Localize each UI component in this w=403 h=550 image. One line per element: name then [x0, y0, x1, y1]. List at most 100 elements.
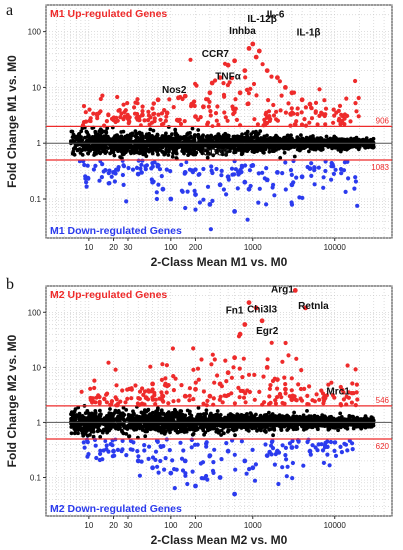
gene-point: [186, 416, 191, 421]
gene-point: [324, 134, 329, 139]
gene-point: [90, 139, 95, 144]
gene-point: [318, 147, 323, 152]
gene-annotation: CCR7: [202, 49, 230, 60]
gene-point: [114, 115, 119, 120]
gene-point: [187, 138, 192, 143]
gene-point: [129, 151, 133, 156]
gene-point: [118, 115, 123, 120]
gene-point: [124, 148, 129, 153]
gene-point: [271, 102, 276, 108]
gene-point: [103, 168, 108, 173]
gene-point: [199, 425, 204, 430]
gene-point: [142, 118, 147, 123]
gene-point: [233, 433, 237, 438]
gene-point: [144, 154, 149, 159]
data-point: [246, 46, 252, 51]
gene-point: [200, 138, 205, 142]
gene-point: [292, 425, 297, 430]
gene-point: [331, 171, 336, 176]
gene-point: [102, 134, 107, 139]
gene-point: [148, 127, 153, 132]
gene-point: [200, 134, 205, 139]
data-point: [264, 68, 270, 73]
x-tick-label: 200: [189, 243, 203, 252]
gene-point: [186, 146, 190, 151]
gene-point: [222, 147, 227, 152]
gene-point: [155, 136, 160, 140]
gene-point: [247, 419, 252, 424]
gene-point: [336, 147, 341, 152]
gene-point: [182, 151, 186, 156]
gene-point: [140, 150, 144, 155]
gene-point: [275, 135, 280, 140]
gene-point: [188, 150, 193, 155]
gene-point: [179, 162, 184, 167]
gene-point: [283, 110, 288, 115]
gene-point: [256, 171, 261, 176]
gene-point: [246, 91, 251, 96]
gene-point: [339, 112, 344, 117]
gene-point: [262, 150, 266, 155]
gene-point: [84, 416, 89, 420]
data-point: [125, 115, 131, 121]
gene-point: [109, 116, 115, 121]
gene-point: [120, 414, 124, 419]
gene-point: [248, 86, 253, 91]
gene-point: [88, 433, 92, 437]
gene-point: [309, 425, 314, 430]
down-title: M1 Down-regulated Genes: [50, 225, 182, 237]
gene-point: [348, 119, 353, 124]
gene-point: [219, 149, 224, 154]
gene-point: [232, 146, 237, 151]
gene-point: [185, 189, 190, 194]
gene-point: [221, 187, 226, 192]
gene-point: [133, 143, 138, 148]
gene-point: [123, 108, 128, 113]
gene-point: [322, 98, 327, 103]
gene-point: [287, 417, 292, 422]
gene-point: [228, 139, 233, 144]
gene-point: [299, 122, 305, 127]
gene-point: [210, 198, 215, 203]
gene-point: [103, 439, 108, 443]
gene-point: [353, 78, 358, 84]
data-point: [182, 170, 188, 175]
gene-point: [275, 118, 280, 123]
gene-point: [245, 134, 250, 139]
gene-point: [108, 138, 113, 143]
gene-point: [99, 175, 104, 180]
gene-annotation: IL-1β: [297, 28, 321, 39]
gene-point: [276, 144, 280, 149]
gene-point: [236, 415, 241, 420]
gene-point: [105, 126, 110, 130]
gene-point: [193, 152, 198, 157]
gene-point: [196, 117, 201, 122]
gene-point: [90, 126, 95, 130]
gene-point: [209, 164, 214, 169]
gene-point: [272, 193, 277, 198]
gene-point: [104, 423, 109, 428]
gene-point: [292, 154, 297, 159]
gene-point: [337, 103, 343, 108]
gene-annotation: CD86: [203, 148, 229, 159]
gene-point: [158, 139, 163, 144]
gene-point: [183, 205, 188, 211]
gene-point: [267, 149, 272, 154]
data-point: [193, 192, 198, 198]
gene-point: [305, 409, 309, 413]
data-point: [168, 196, 174, 202]
gene-point: [87, 107, 92, 112]
gene-point: [164, 114, 169, 119]
gene-point: [279, 93, 284, 98]
gene-point: [143, 434, 148, 439]
gene-point: [103, 137, 108, 142]
panel-label: a: [6, 2, 14, 19]
gene-point: [245, 101, 250, 107]
gene-point: [139, 133, 143, 138]
gene-point: [178, 416, 183, 421]
gene-point: [268, 419, 272, 423]
gene-point: [199, 415, 204, 420]
gene-point: [243, 75, 248, 80]
